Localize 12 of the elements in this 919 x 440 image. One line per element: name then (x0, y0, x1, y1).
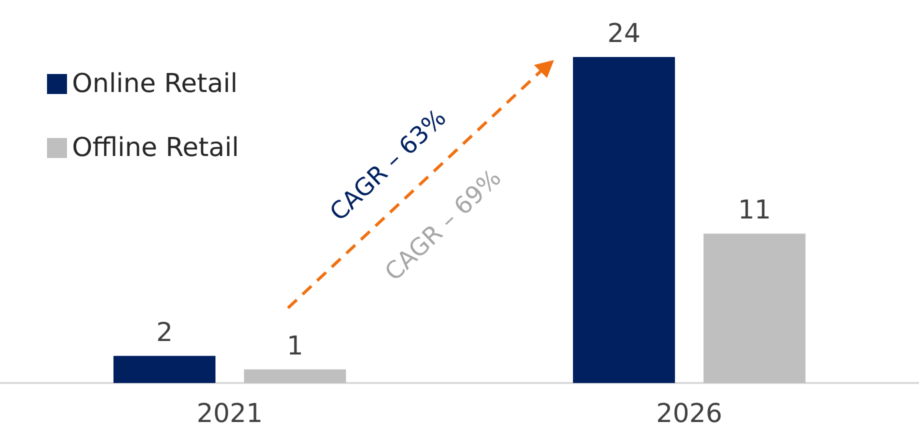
x-tick-label: 2021 (196, 399, 263, 429)
data-label: 11 (738, 196, 772, 226)
bar (572, 57, 675, 383)
x-tick-label: 2026 (656, 399, 722, 429)
bar (244, 369, 346, 383)
legend-label: Online Retail (72, 69, 238, 99)
data-label: 24 (607, 19, 641, 49)
bar (704, 234, 806, 383)
legend-label: Offline Retail (72, 133, 240, 163)
data-label: 1 (286, 331, 304, 362)
data-label: 2 (156, 318, 173, 348)
bar (113, 356, 216, 383)
